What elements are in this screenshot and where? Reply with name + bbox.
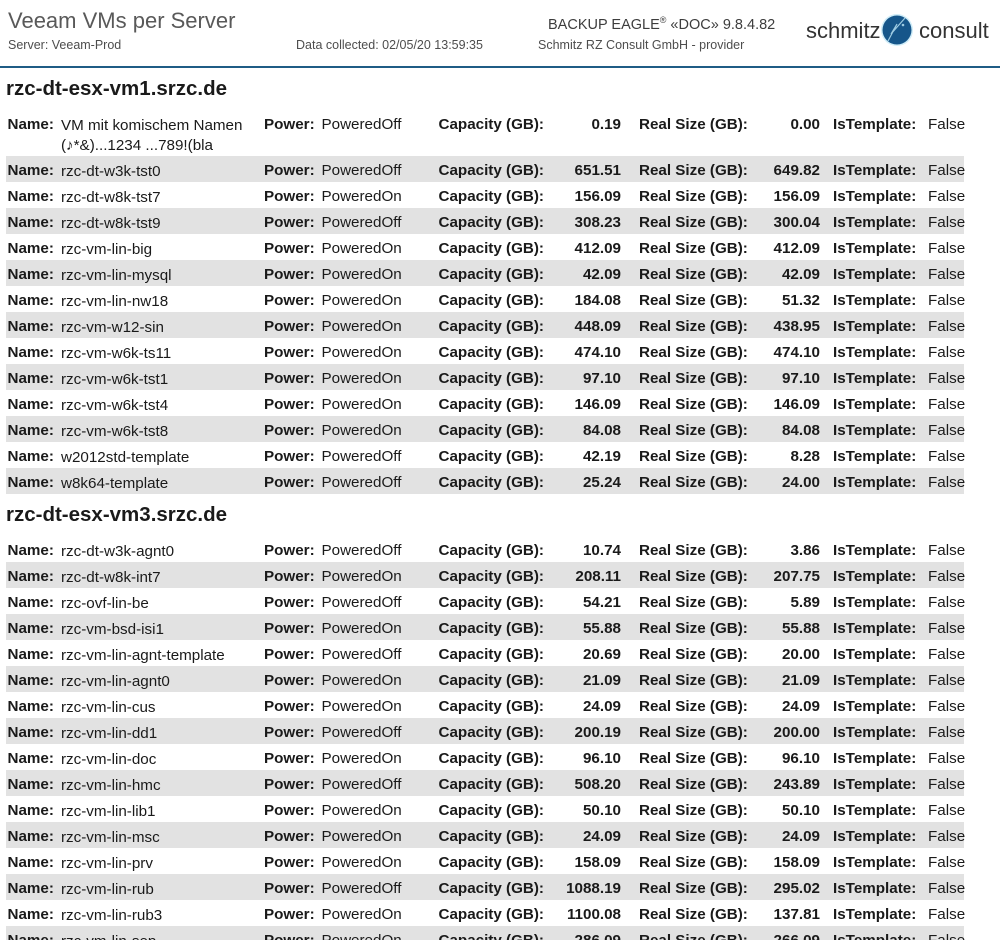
svg-text:consult: consult: [919, 18, 989, 43]
svg-text:schmitz: schmitz: [806, 18, 881, 43]
